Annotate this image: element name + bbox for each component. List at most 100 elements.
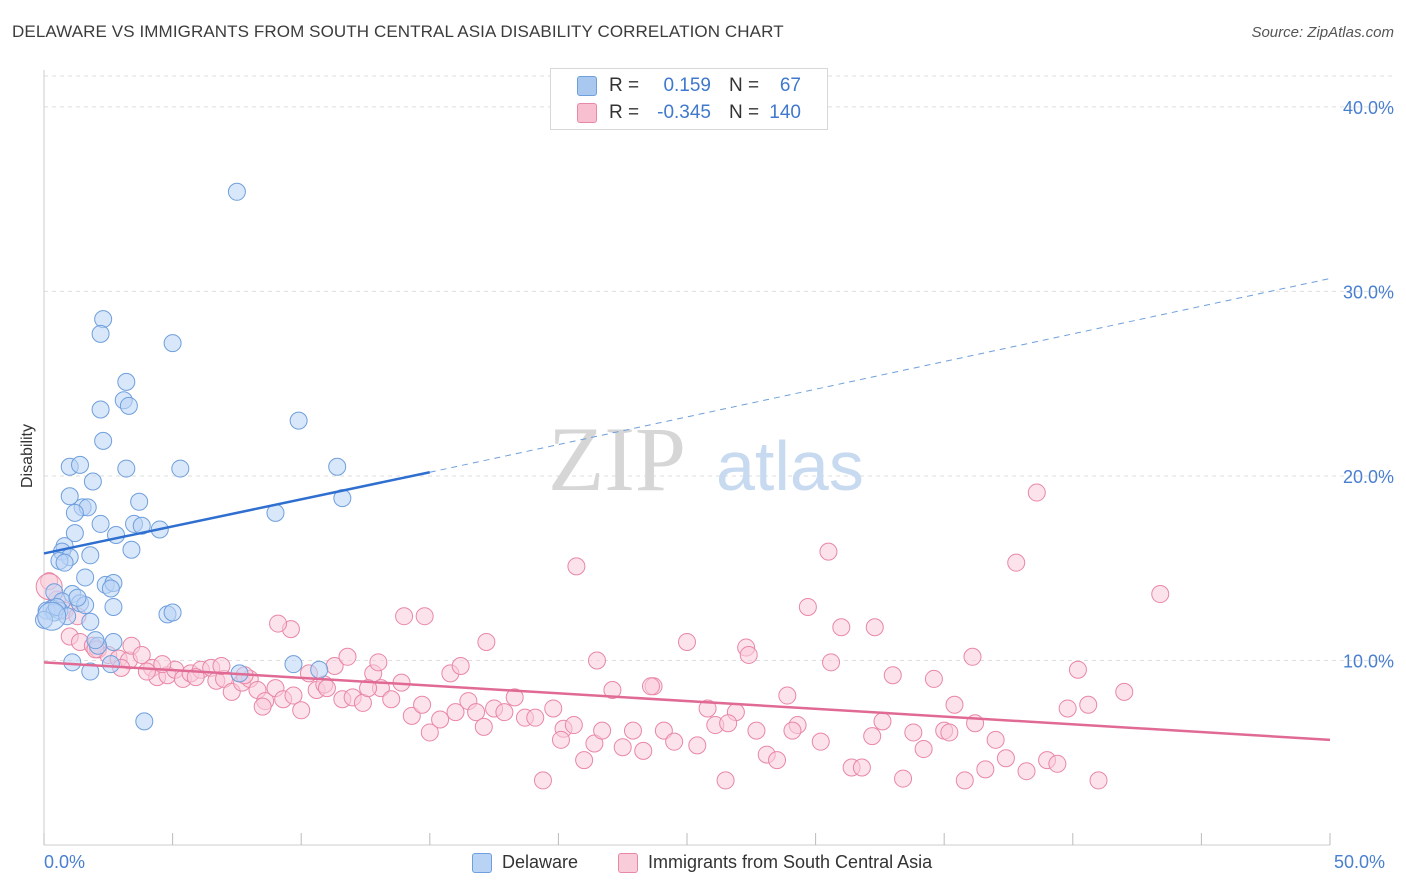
point-immigrants xyxy=(822,653,841,672)
point-immigrants xyxy=(253,697,272,716)
point-immigrants xyxy=(137,662,156,681)
point-immigrants xyxy=(292,701,311,720)
point-delaware xyxy=(117,459,136,478)
point-immigrants xyxy=(359,679,378,698)
point-immigrants xyxy=(904,723,923,742)
point-delaware xyxy=(68,588,87,607)
point-delaware xyxy=(94,310,113,329)
point-immigrants xyxy=(811,732,830,751)
stats-swatch-immigrants xyxy=(577,103,597,123)
point-immigrants xyxy=(955,771,974,790)
point-immigrants xyxy=(593,721,612,740)
point-immigrants xyxy=(587,651,606,670)
point-immigrants xyxy=(212,657,231,676)
point-delaware xyxy=(119,396,138,415)
legend-label-immigrants: Immigrants from South Central Asia xyxy=(648,852,933,872)
point-delaware xyxy=(76,568,95,587)
point-delaware xyxy=(104,597,123,616)
point-delaware xyxy=(81,662,100,681)
point-immigrants xyxy=(402,706,421,725)
stats-legend: R = 0.159 N = 67 R = -0.345 N = 140 xyxy=(550,68,828,130)
legend-item-delaware[interactable]: Delaware xyxy=(472,852,578,873)
point-immigrants xyxy=(1068,660,1087,679)
point-delaware xyxy=(83,472,102,491)
series-delaware-points xyxy=(35,182,352,731)
point-immigrants xyxy=(819,542,838,561)
point-immigrants xyxy=(415,607,434,626)
point-immigrants xyxy=(382,690,401,709)
point-immigrants xyxy=(1048,754,1067,773)
point-immigrants xyxy=(317,679,336,698)
point-immigrants xyxy=(914,740,933,759)
point-immigrants xyxy=(865,618,884,637)
point-immigrants xyxy=(467,703,486,722)
stats-n-value: 140 xyxy=(769,102,801,123)
point-immigrants xyxy=(575,751,594,770)
point-delaware xyxy=(81,546,100,565)
point-delaware xyxy=(289,411,308,430)
point-delaware xyxy=(328,457,347,476)
point-immigrants xyxy=(551,730,570,749)
point-immigrants xyxy=(986,730,1005,749)
point-immigrants xyxy=(1115,682,1134,701)
point-immigrants xyxy=(603,681,622,699)
point-delaware xyxy=(135,712,154,731)
trend-line-delaware xyxy=(43,471,431,555)
point-immigrants xyxy=(613,738,632,757)
point-immigrants xyxy=(698,699,717,718)
point-immigrants xyxy=(431,710,450,729)
point-delaware xyxy=(310,660,329,679)
point-immigrants xyxy=(446,703,465,722)
point-immigrants xyxy=(945,695,964,714)
point-delaware xyxy=(163,603,182,622)
point-immigrants xyxy=(996,749,1015,768)
point-immigrants xyxy=(369,653,388,672)
legend-item-immigrants[interactable]: Immigrants from South Central Asia xyxy=(618,852,932,873)
point-immigrants xyxy=(284,686,303,705)
point-immigrants xyxy=(654,721,673,740)
point-immigrants xyxy=(1089,771,1108,790)
point-immigrants xyxy=(495,703,514,722)
point-delaware xyxy=(171,459,190,478)
point-delaware xyxy=(107,526,126,544)
point-immigrants xyxy=(451,657,470,676)
point-delaware xyxy=(122,540,141,559)
stats-row-immigrants: R = -0.345 N = 140 xyxy=(551,101,829,125)
point-immigrants xyxy=(1007,553,1026,572)
series-legend: Delaware Immigrants from South Central A… xyxy=(0,852,1406,876)
point-immigrants xyxy=(976,760,995,779)
point-immigrants xyxy=(739,645,758,664)
chart-title: DELAWARE VS IMMIGRANTS FROM SOUTH CENTRA… xyxy=(12,22,784,41)
point-immigrants xyxy=(778,686,797,705)
point-immigrants xyxy=(413,695,432,714)
point-immigrants xyxy=(269,614,288,633)
point-immigrants xyxy=(132,645,151,664)
point-immigrants xyxy=(1151,585,1170,604)
axes xyxy=(43,70,1331,846)
point-immigrants xyxy=(420,723,439,742)
point-delaware xyxy=(104,633,123,652)
point-immigrants xyxy=(665,732,684,751)
point-immigrants xyxy=(873,712,892,731)
point-delaware xyxy=(94,431,113,450)
y-tick-label: 20.0% xyxy=(1343,467,1394,487)
point-immigrants xyxy=(564,716,583,735)
point-immigrants xyxy=(768,751,787,770)
point-delaware xyxy=(60,487,79,506)
point-delaware xyxy=(81,612,100,631)
point-delaware xyxy=(101,655,120,674)
point-immigrants xyxy=(863,727,882,746)
point-delaware xyxy=(101,579,120,598)
y-tick-label: 40.0% xyxy=(1343,98,1394,118)
point-delaware xyxy=(117,372,136,391)
point-delaware xyxy=(227,182,246,201)
watermark-atlas: atlas xyxy=(716,427,864,505)
point-immigrants xyxy=(623,721,642,740)
point-delaware xyxy=(284,655,303,674)
watermark: ZIP atlas xyxy=(548,408,864,510)
point-delaware xyxy=(65,524,84,543)
y-tick-label: 30.0% xyxy=(1343,282,1394,302)
point-immigrants xyxy=(719,714,738,733)
stats-row-delaware: R = 0.159 N = 67 xyxy=(551,74,829,98)
